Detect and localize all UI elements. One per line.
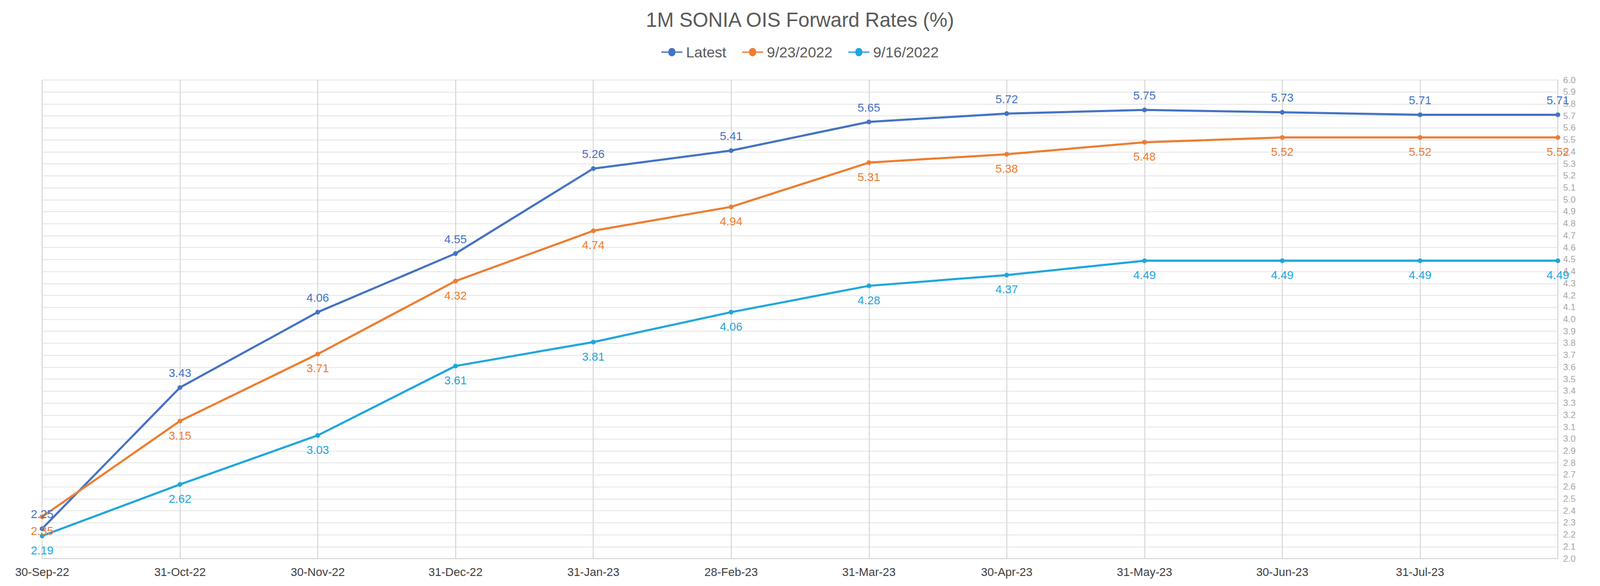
svg-text:5.7: 5.7 bbox=[1563, 111, 1576, 122]
svg-text:4.1: 4.1 bbox=[1563, 302, 1576, 313]
svg-text:5.52: 5.52 bbox=[1270, 145, 1294, 159]
svg-text:3.61: 3.61 bbox=[444, 374, 467, 388]
svg-text:4.2: 4.2 bbox=[1563, 290, 1576, 301]
svg-text:4.49: 4.49 bbox=[1270, 268, 1294, 282]
svg-text:3.71: 3.71 bbox=[306, 361, 330, 376]
svg-text:3.7: 3.7 bbox=[1563, 350, 1576, 361]
svg-text:2.1: 2.1 bbox=[1563, 542, 1576, 553]
svg-text:5.4: 5.4 bbox=[1563, 146, 1576, 157]
svg-text:2.2: 2.2 bbox=[1563, 529, 1576, 541]
svg-text:3.9: 3.9 bbox=[1563, 326, 1576, 337]
svg-text:4.55: 4.55 bbox=[444, 232, 467, 247]
svg-text:6.0: 6.0 bbox=[1563, 75, 1576, 86]
svg-text:31-Jan-23: 31-Jan-23 bbox=[567, 565, 620, 579]
svg-text:5.72: 5.72 bbox=[995, 92, 1018, 106]
svg-text:5.5: 5.5 bbox=[1563, 134, 1576, 145]
svg-text:2.6: 2.6 bbox=[1563, 482, 1576, 493]
svg-text:30-Apr-23: 30-Apr-23 bbox=[980, 565, 1033, 579]
svg-text:4.37: 4.37 bbox=[995, 282, 1018, 297]
svg-text:3.8: 3.8 bbox=[1563, 338, 1576, 349]
svg-text:3.15: 3.15 bbox=[168, 429, 192, 443]
svg-text:5.9: 5.9 bbox=[1563, 87, 1576, 98]
svg-text:4.8: 4.8 bbox=[1563, 218, 1576, 229]
svg-text:5.75: 5.75 bbox=[1133, 89, 1156, 103]
svg-text:5.8: 5.8 bbox=[1563, 98, 1576, 110]
svg-text:9/23/2022: 9/23/2022 bbox=[767, 44, 833, 61]
svg-text:3.1: 3.1 bbox=[1563, 422, 1576, 433]
svg-text:2.5: 2.5 bbox=[1563, 494, 1576, 505]
svg-text:2.35: 2.35 bbox=[31, 524, 54, 538]
svg-text:4.49: 4.49 bbox=[1133, 268, 1156, 282]
svg-text:5.71: 5.71 bbox=[1546, 93, 1570, 107]
svg-text:4.5: 4.5 bbox=[1563, 254, 1576, 265]
svg-text:2.0: 2.0 bbox=[1563, 554, 1576, 565]
svg-text:4.0: 4.0 bbox=[1563, 314, 1576, 325]
svg-text:3.6: 3.6 bbox=[1563, 362, 1576, 373]
svg-text:5.41: 5.41 bbox=[719, 129, 743, 143]
svg-text:31-May-23: 31-May-23 bbox=[1116, 565, 1173, 579]
svg-text:3.43: 3.43 bbox=[168, 366, 192, 380]
svg-text:4.9: 4.9 bbox=[1563, 206, 1576, 217]
svg-text:5.31: 5.31 bbox=[857, 170, 881, 184]
svg-text:5.71: 5.71 bbox=[1408, 93, 1432, 107]
svg-text:2.19: 2.19 bbox=[31, 544, 54, 558]
svg-text:31-Dec-22: 31-Dec-22 bbox=[428, 565, 483, 579]
svg-text:3.81: 3.81 bbox=[582, 350, 605, 364]
svg-text:30-Nov-22: 30-Nov-22 bbox=[290, 565, 346, 579]
svg-text:4.6: 4.6 bbox=[1563, 242, 1576, 253]
svg-text:4.06: 4.06 bbox=[306, 291, 330, 305]
svg-text:5.73: 5.73 bbox=[1270, 91, 1294, 105]
svg-text:5.2: 5.2 bbox=[1563, 170, 1576, 181]
svg-text:4.49: 4.49 bbox=[1546, 268, 1570, 282]
svg-text:4.7: 4.7 bbox=[1563, 230, 1576, 241]
svg-text:4.28: 4.28 bbox=[857, 293, 881, 308]
svg-text:2.7: 2.7 bbox=[1563, 469, 1576, 480]
svg-text:Latest: Latest bbox=[685, 44, 726, 61]
svg-text:5.52: 5.52 bbox=[1408, 145, 1432, 159]
svg-text:5.52: 5.52 bbox=[1546, 145, 1570, 159]
svg-text:3.03: 3.03 bbox=[306, 443, 330, 457]
svg-text:5.26: 5.26 bbox=[582, 147, 605, 161]
svg-text:5.1: 5.1 bbox=[1563, 182, 1576, 193]
svg-text:2.25: 2.25 bbox=[31, 507, 54, 522]
svg-text:5.6: 5.6 bbox=[1563, 122, 1576, 133]
svg-text:31-Mar-23: 31-Mar-23 bbox=[842, 565, 896, 579]
svg-text:4.94: 4.94 bbox=[719, 214, 743, 229]
svg-text:3.4: 3.4 bbox=[1563, 386, 1576, 397]
svg-text:5.3: 5.3 bbox=[1563, 159, 1576, 170]
svg-text:3.5: 3.5 bbox=[1563, 374, 1576, 385]
svg-text:3.2: 3.2 bbox=[1563, 410, 1576, 421]
svg-text:3.3: 3.3 bbox=[1563, 398, 1576, 409]
svg-text:2.4: 2.4 bbox=[1563, 506, 1576, 517]
svg-text:2.9: 2.9 bbox=[1563, 446, 1576, 457]
svg-text:31-Oct-22: 31-Oct-22 bbox=[154, 565, 206, 579]
svg-text:28-Feb-23: 28-Feb-23 bbox=[704, 565, 759, 579]
svg-text:31-Jul-23: 31-Jul-23 bbox=[1396, 565, 1445, 579]
svg-text:5.65: 5.65 bbox=[857, 101, 881, 115]
svg-text:5.38: 5.38 bbox=[995, 162, 1018, 176]
svg-text:5.0: 5.0 bbox=[1563, 194, 1576, 205]
svg-text:30-Sep-22: 30-Sep-22 bbox=[15, 565, 70, 579]
svg-text:2.62: 2.62 bbox=[168, 492, 192, 506]
svg-text:4.32: 4.32 bbox=[444, 289, 467, 303]
svg-text:4.3: 4.3 bbox=[1563, 278, 1576, 289]
svg-text:9/16/2022: 9/16/2022 bbox=[872, 44, 939, 61]
svg-text:1M SONIA OIS Forward Rates (%): 1M SONIA OIS Forward Rates (%) bbox=[645, 8, 955, 32]
svg-text:4.06: 4.06 bbox=[719, 320, 743, 334]
svg-text:4.49: 4.49 bbox=[1408, 268, 1432, 282]
svg-text:2.3: 2.3 bbox=[1563, 517, 1576, 528]
svg-text:3.0: 3.0 bbox=[1563, 434, 1576, 445]
svg-text:30-Jun-23: 30-Jun-23 bbox=[1255, 565, 1309, 579]
svg-text:2.8: 2.8 bbox=[1563, 458, 1576, 469]
svg-text:4.74: 4.74 bbox=[582, 238, 605, 252]
svg-text:5.48: 5.48 bbox=[1133, 150, 1156, 164]
